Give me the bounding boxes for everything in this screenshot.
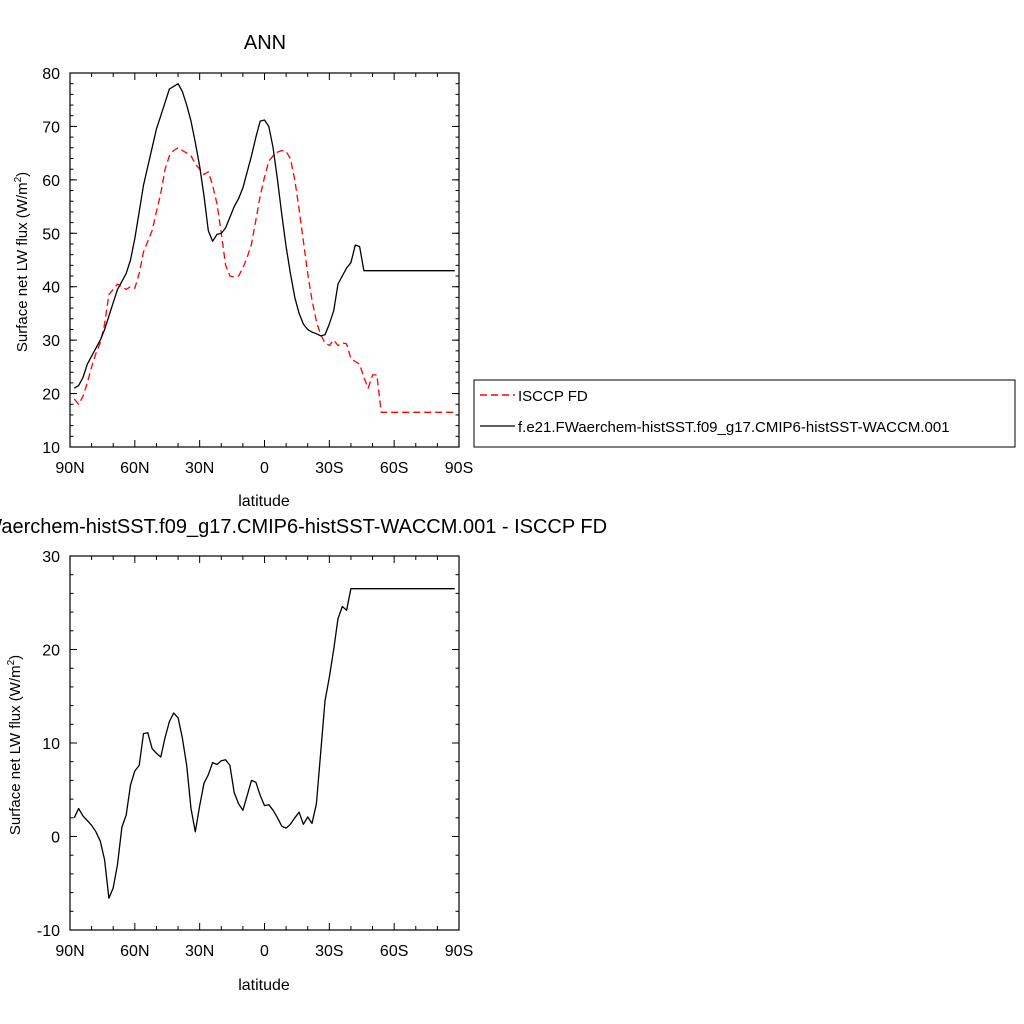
bottom-xtick-label: 0 — [260, 943, 269, 960]
bottom-xtick-label: 60S — [380, 943, 408, 960]
bottom-xtick-label: 30N — [185, 943, 214, 960]
top-xtick-label: 90S — [445, 460, 473, 477]
top-plot-frame — [69, 72, 460, 448]
top-series-layer — [73, 83, 455, 413]
legend-label-model: f.e21.FWaerchem-histSST.f09_g17.CMIP6-hi… — [518, 419, 950, 436]
top-xaxis-label: latitude — [238, 493, 290, 510]
bottom-xtick-label: 90N — [55, 943, 84, 960]
top-ytick-label: 30 — [42, 333, 60, 350]
top-series-line-0 — [73, 147, 455, 413]
bottom-xtick-label: 60N — [120, 943, 149, 960]
bottom-series-line-0 — [73, 588, 455, 899]
bottom-plot-frame — [69, 555, 460, 931]
top-xtick-label: 60S — [380, 460, 408, 477]
top-ytick-label: 40 — [42, 280, 60, 297]
legend-label-isccp: ISCCP FD — [518, 388, 588, 405]
top-xtick-label: 90N — [55, 460, 84, 477]
top-xtick-label: 30N — [185, 460, 214, 477]
bottom-ytick-label: 10 — [42, 736, 60, 753]
top-xtick-label: 0 — [260, 460, 269, 477]
bottom-xtick-label: 90S — [445, 943, 473, 960]
top-ytick-label: 70 — [42, 119, 60, 136]
top-ticks: 90N 60N 30N 0 30S 60S 90S 10 20 30 40 50 60 70 80 — [42, 66, 473, 477]
bottom-chart-title: f.e21.FWaerchem-histSST.f09_g17.CMIP6-hi… — [0, 516, 607, 538]
top-ytick-label: 20 — [42, 387, 60, 404]
top-ytick-label: 60 — [42, 173, 60, 190]
bottom-yaxis-label: Surface net LW flux (W/m2) — [6, 655, 24, 835]
top-xtick-label: 30S — [315, 460, 343, 477]
bottom-ytick-label: 20 — [42, 643, 60, 660]
bottom-ytick-label: 0 — [51, 830, 60, 847]
top-yaxis-label: Surface net LW flux (W/m2) — [13, 172, 31, 352]
bottom-xtick-label: 30S — [315, 943, 343, 960]
bottom-xaxis-label: latitude — [238, 977, 290, 994]
top-series-line-1 — [73, 83, 455, 389]
top-xtick-label: 60N — [120, 460, 149, 477]
top-ytick-label: 10 — [42, 440, 60, 457]
top-panel: ANN 90N 60N 30N 0 30S 60S 90S1020304050607080 … — [13, 32, 1016, 510]
bottom-ytick-label: -10 — [37, 923, 60, 940]
bottom-ytick-label: 30 — [42, 549, 60, 566]
bottom-panel: f.e21.FWaerchem-histSST.f09_g17.CMIP6-hi… — [0, 516, 607, 994]
legend-box — [473, 379, 1016, 448]
top-ytick-label: 80 — [42, 66, 60, 83]
top-chart-title: ANN — [244, 32, 286, 54]
top-ytick-label: 50 — [42, 226, 60, 243]
legend: ISCCP FD f.e21.FWaerchem-histSST.f09_g17… — [473, 379, 1016, 448]
bottom-ticks: 90N 60N 30N 0 30S 60S 90S -10 0 10 20 30 — [37, 549, 473, 960]
bottom-series-layer — [73, 588, 455, 899]
